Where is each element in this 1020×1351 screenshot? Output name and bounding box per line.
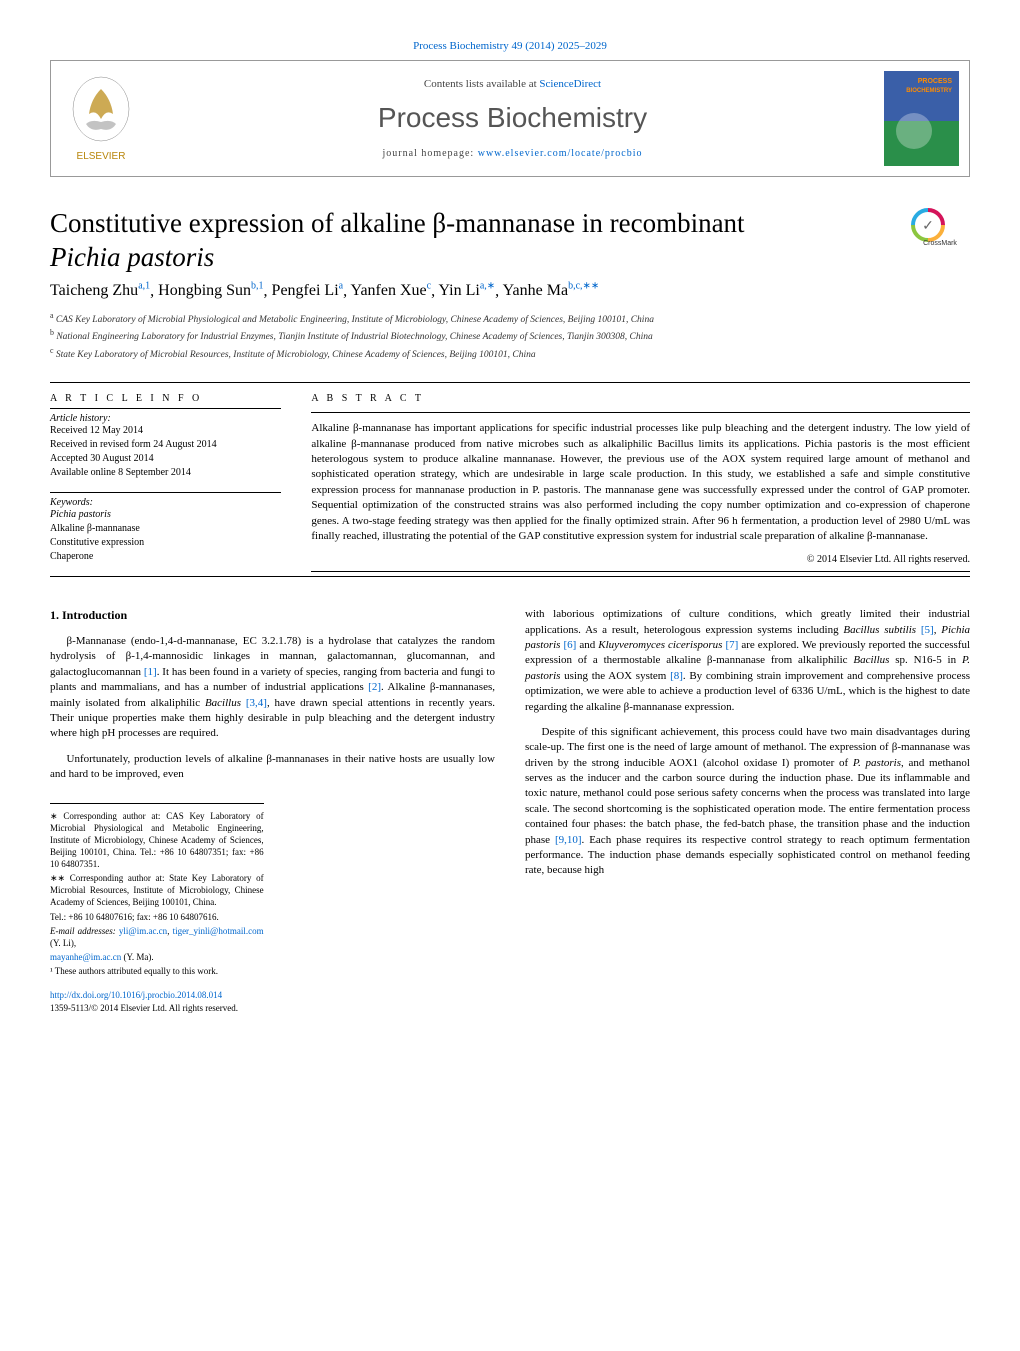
affiliation: c State Key Laboratory of Microbial Reso… xyxy=(50,345,970,362)
header-center: Contents lists available at ScienceDirec… xyxy=(141,78,884,159)
email-label: E-mail addresses: xyxy=(50,926,119,936)
history-line: Available online 8 September 2014 xyxy=(50,466,281,480)
svg-text:PROCESS: PROCESS xyxy=(918,78,953,85)
author: Yanhe Mab,c,∗∗ xyxy=(503,282,600,299)
citation-link[interactable]: [3,4] xyxy=(246,697,267,709)
info-abstract-row: A R T I C L E I N F O Article history: R… xyxy=(50,393,970,576)
journal-header: ELSEVIER Contents lists available at Sci… xyxy=(50,60,970,177)
email-link[interactable]: mayanhe@im.ac.cn xyxy=(50,952,121,962)
article-info-heading: A R T I C L E I N F O xyxy=(50,393,281,404)
article-history: Article history: Received 12 May 2014 Re… xyxy=(50,413,281,480)
keyword: Pichia pastoris xyxy=(50,508,281,522)
contents-line: Contents lists available at ScienceDirec… xyxy=(141,78,884,90)
svg-text:CrossMark: CrossMark xyxy=(923,240,957,247)
abstract: A B S T R A C T Alkaline β-mannanase has… xyxy=(311,393,970,576)
abstract-text: Alkaline β-mannanase has important appli… xyxy=(311,421,970,544)
footnote-emails: E-mail addresses: yli@im.ac.cn, tiger_yi… xyxy=(50,925,264,949)
citation-link[interactable]: [7] xyxy=(725,639,738,651)
email-link[interactable]: yli@im.ac.cn xyxy=(119,926,167,936)
article-info: A R T I C L E I N F O Article history: R… xyxy=(50,393,281,576)
title-line1: Constitutive expression of alkaline β-ma… xyxy=(50,208,745,238)
citation-link[interactable]: [9,10] xyxy=(555,834,582,846)
journal-name: Process Biochemistry xyxy=(141,102,884,134)
keyword: Constitutive expression xyxy=(50,536,281,550)
title-line2: Pichia pastoris xyxy=(50,242,214,272)
title-row: Constitutive expression of alkaline β-ma… xyxy=(50,207,970,275)
body-columns: 1. Introduction β-Mannanase (endo-1,4-d-… xyxy=(50,607,970,1014)
author-list: Taicheng Zhua,1, Hongbing Sunb,1, Pengfe… xyxy=(50,281,970,300)
header-citation: Process Biochemistry 49 (2014) 2025–2029 xyxy=(50,40,970,52)
divider xyxy=(50,382,970,383)
body-para: Despite of this significant achievement,… xyxy=(525,725,970,879)
svg-text:BIOCHEMISTRY: BIOCHEMISTRY xyxy=(906,88,952,94)
author: Hongbing Sunb,1 xyxy=(158,282,263,299)
citation-link[interactable]: [6] xyxy=(564,639,577,651)
doi-link[interactable]: http://dx.doi.org/10.1016/j.procbio.2014… xyxy=(50,990,222,1000)
keyword: Alkaline β-mannanase xyxy=(50,522,281,536)
author: Yanfen Xuec xyxy=(351,282,432,299)
footnote: ¹ These authors attributed equally to th… xyxy=(50,965,264,977)
keywords: Keywords: Pichia pastoris Alkaline β-man… xyxy=(50,497,281,564)
footnote-emails: mayanhe@im.ac.cn (Y. Ma). xyxy=(50,951,264,963)
history-line: Received in revised form 24 August 2014 xyxy=(50,438,281,452)
elsevier-logo: ELSEVIER xyxy=(61,74,141,164)
homepage-prefix: journal homepage: xyxy=(383,148,478,159)
section-heading: 1. Introduction xyxy=(50,607,495,624)
footnote: ∗∗ Corresponding author at: State Key La… xyxy=(50,872,264,908)
divider xyxy=(50,576,970,577)
body-para: β-Mannanase (endo-1,4-d-mannanase, EC 3.… xyxy=(50,634,495,742)
citation-link[interactable]: Process Biochemistry 49 (2014) 2025–2029 xyxy=(413,40,607,52)
body-left-col: 1. Introduction β-Mannanase (endo-1,4-d-… xyxy=(50,607,495,1014)
sciencedirect-link[interactable]: ScienceDirect xyxy=(539,78,601,90)
svg-text:✓: ✓ xyxy=(922,219,934,234)
footnote: Tel.: +86 10 64807616; fax: +86 10 64807… xyxy=(50,911,264,923)
issn-line: 1359-5113/© 2014 Elsevier Ltd. All right… xyxy=(50,1003,238,1013)
citation-link[interactable]: [8] xyxy=(670,670,683,682)
affiliations: a CAS Key Laboratory of Microbial Physio… xyxy=(50,310,970,362)
email-link[interactable]: tiger_yinli@hotmail.com xyxy=(173,926,264,936)
doi-block: http://dx.doi.org/10.1016/j.procbio.2014… xyxy=(50,989,495,1014)
citation-link[interactable]: [2] xyxy=(368,681,381,693)
footnote: ∗ Corresponding author at: CAS Key Labor… xyxy=(50,810,264,871)
article-title: Constitutive expression of alkaline β-ma… xyxy=(50,207,890,275)
affiliation: a CAS Key Laboratory of Microbial Physio… xyxy=(50,310,970,327)
abstract-copyright: © 2014 Elsevier Ltd. All rights reserved… xyxy=(311,554,970,565)
history-line: Accepted 30 August 2014 xyxy=(50,452,281,466)
citation-link[interactable]: [5] xyxy=(921,624,934,636)
homepage-link[interactable]: www.elsevier.com/locate/procbio xyxy=(478,148,643,159)
history-line: Received 12 May 2014 xyxy=(50,424,281,438)
citation-link[interactable]: [1] xyxy=(144,666,157,678)
affiliation: b National Engineering Laboratory for In… xyxy=(50,327,970,344)
contents-prefix: Contents lists available at xyxy=(424,78,539,90)
body-para: with laborious optimizations of culture … xyxy=(525,607,970,715)
author: Pengfei Lia xyxy=(272,282,344,299)
homepage-line: journal homepage: www.elsevier.com/locat… xyxy=(141,148,884,159)
keywords-label: Keywords: xyxy=(50,497,281,508)
body-right-col: with laborious optimizations of culture … xyxy=(525,607,970,1014)
author: Yin Lia,∗ xyxy=(439,282,496,299)
footnotes: ∗ Corresponding author at: CAS Key Labor… xyxy=(50,803,264,978)
journal-cover-thumb: PROCESS BIOCHEMISTRY xyxy=(884,71,959,166)
body-para: Unfortunately, production levels of alka… xyxy=(50,752,495,783)
abstract-heading: A B S T R A C T xyxy=(311,393,970,404)
svg-text:ELSEVIER: ELSEVIER xyxy=(77,151,126,162)
history-label: Article history: xyxy=(50,413,281,424)
author: Taicheng Zhua,1 xyxy=(50,282,150,299)
crossmark-badge[interactable]: ✓ CrossMark xyxy=(910,207,970,247)
keyword: Chaperone xyxy=(50,550,281,564)
